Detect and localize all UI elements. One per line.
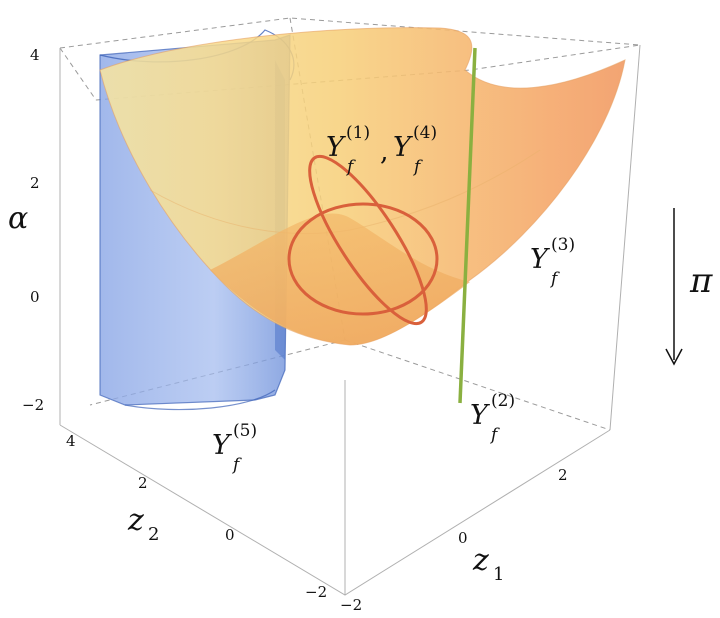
label-y1-sup: (1) xyxy=(346,123,370,143)
z1-tick: −2 xyxy=(340,596,362,614)
label-y3: Y (3) f xyxy=(530,235,575,289)
z1-axis-subscript: 1 xyxy=(493,564,504,585)
label-y1-y4: Y (1) f , Y (4) f xyxy=(326,123,437,177)
label-y2: Y (2) f xyxy=(470,391,515,445)
label-y5-sub: f xyxy=(231,455,242,475)
alpha-tick: 0 xyxy=(30,288,40,306)
vertical-line-y2 xyxy=(458,47,477,404)
z1-axis-name: z xyxy=(472,543,489,578)
z1-tick: 0 xyxy=(458,529,468,547)
alpha-tick: 2 xyxy=(30,174,40,192)
label-y3-sub: f xyxy=(549,269,560,289)
z2-tick: −2 xyxy=(305,583,327,601)
z2-axis: 4 2 0 −2 z 2 xyxy=(66,432,327,601)
label-y5: Y (5) f xyxy=(212,421,257,475)
projection-arrow: π xyxy=(665,208,713,366)
z2-axis-name: z xyxy=(127,503,144,538)
label-y2-sup: (2) xyxy=(491,391,515,411)
z1-tick: 2 xyxy=(558,466,568,484)
label-y14-comma: , xyxy=(380,136,389,167)
label-y2-base: Y xyxy=(470,400,490,431)
label-y2-sub: f xyxy=(489,425,500,445)
alpha-tick: 4 xyxy=(30,46,40,64)
intersection-curves-y1-y4 xyxy=(287,154,439,326)
alpha-axis: 4 2 0 −2 α xyxy=(8,46,44,414)
label-y3-sup: (3) xyxy=(551,235,575,255)
label-y4-base: Y xyxy=(393,132,413,163)
z2-tick: 2 xyxy=(138,474,148,492)
alpha-tick: −2 xyxy=(22,396,44,414)
projection-pi-label: π xyxy=(689,261,713,301)
z1-axis: −2 0 2 z 1 xyxy=(340,466,568,614)
z2-tick: 0 xyxy=(225,526,235,544)
z2-axis-subscript: 2 xyxy=(148,524,159,545)
label-y3-base: Y xyxy=(530,244,550,275)
label-y4-sup: (4) xyxy=(413,123,437,143)
label-y5-base: Y xyxy=(212,430,232,461)
label-y4-sub: f xyxy=(412,157,423,177)
z2-tick: 4 xyxy=(66,432,76,450)
label-y1-base: Y xyxy=(326,132,346,163)
alpha-axis-label: α xyxy=(8,201,28,236)
label-y5-sup: (5) xyxy=(233,421,257,441)
label-y1-sub: f xyxy=(345,157,356,177)
